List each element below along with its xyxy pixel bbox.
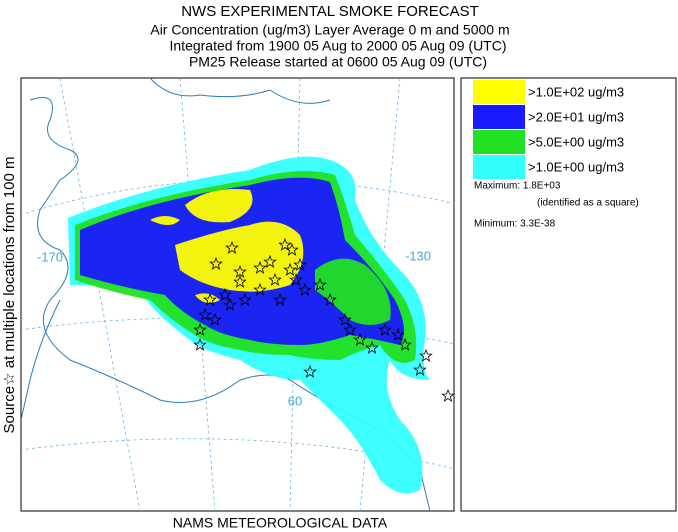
source-star [378,322,392,336]
source-star [253,282,267,296]
title: NWS EXPERIMENTAL SMOKE FORECAST [181,3,479,20]
source-star [218,287,232,301]
source-star [398,337,412,351]
legend-label: >2.0E+01 ug/m3 [528,109,624,124]
plume-contour [185,189,253,223]
source-star [313,277,327,291]
source-star [338,312,352,326]
source-star [353,332,367,346]
source-star [198,307,212,321]
map: -170 -130 60 [21,78,454,511]
source-star [263,254,277,268]
source-star [293,257,307,271]
map-label: -170 [37,249,63,264]
source-star [343,322,357,336]
legend-swatch [473,155,525,179]
plume-contour [150,216,180,225]
source-star [193,337,207,351]
subtitle: Air Concentration (ug/m3) Layer Average … [150,22,509,38]
map-label: 60 [288,393,302,408]
source-star [413,362,427,376]
subtitle: Integrated from 1900 05 Aug to 2000 05 A… [170,38,507,54]
source-star [303,364,317,378]
source-star [233,274,247,288]
legend-swatch [473,130,525,154]
source-star [203,292,217,306]
source-star [268,272,282,286]
source-star [193,322,207,336]
source-star [208,312,222,326]
coastline [21,78,431,511]
legend-label: >1.0E+00 ug/m3 [528,159,624,174]
legend-swatch [473,105,525,129]
source-star [289,272,303,286]
source-star [365,340,379,354]
source-star [283,262,297,276]
plume-contour [315,258,391,325]
maximum: Maximum: 1.8E+03 [474,181,561,192]
source-star [225,240,239,254]
plume-contour [175,221,304,292]
source-star [233,264,247,278]
source-star [441,388,454,402]
source-star [238,292,252,306]
minimum: Minimum: 3.3E-38 [474,219,556,230]
source-star [278,237,292,251]
source-star [273,292,287,306]
side-label: Source☆ at multiple locations from 100 m [1,157,18,434]
source-star [223,297,237,311]
subtitle: PM25 Release started at 0600 05 Aug 09 (… [189,54,487,70]
source-star [323,292,337,306]
legend-swatch [473,80,525,104]
source-star [253,260,267,274]
source-star [391,327,405,341]
source-star [285,242,299,256]
legend-label: >1.0E+02 ug/m3 [528,84,624,99]
source-star [209,256,223,270]
source-star [419,348,433,362]
maximum-note: (identified as a square) [537,198,639,209]
map-label: -130 [405,248,431,263]
legend-label: >5.0E+00 ug/m3 [528,134,624,149]
footer: NAMS METEOROLOGICAL DATA [173,515,388,531]
source-star [298,282,312,296]
